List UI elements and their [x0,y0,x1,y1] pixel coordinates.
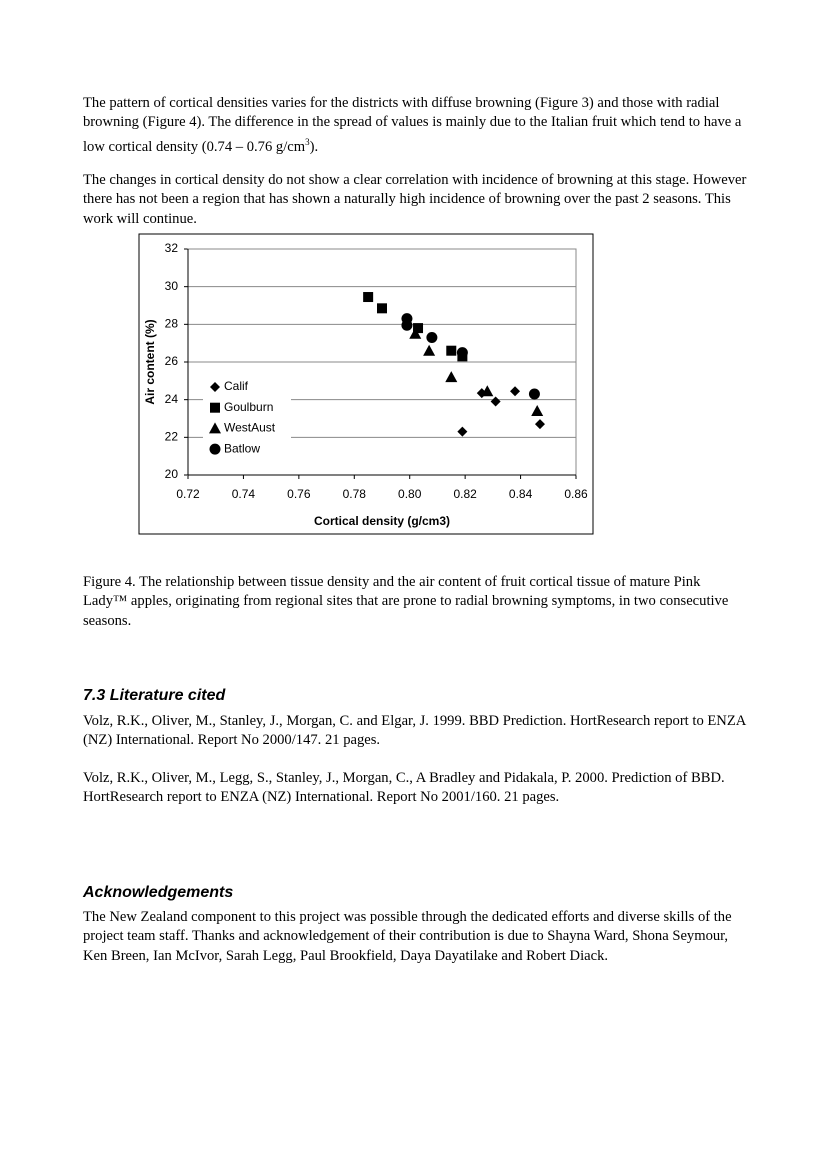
text: The pattern of cortical densities varies… [83,95,742,155]
marker [409,327,422,339]
marker [426,332,438,344]
chart: Cortical density (g/cm3) Air content (%)… [138,233,594,535]
x-tick-label: 0.84 [509,487,533,501]
x-tick-label: 0.80 [398,487,422,501]
y-tick-label: 30 [165,279,179,293]
marker [510,386,521,397]
marker [531,404,544,416]
marker [401,319,413,331]
y-tick-label: 28 [165,317,179,331]
paragraph: The New Zealand component to this projec… [83,909,732,964]
marker [209,443,221,455]
reference: Volz, R.K., Oliver, M., Stanley, J., Mor… [83,713,746,749]
marker [363,292,374,303]
legend-label: WestAust [224,421,276,435]
marker [481,385,494,397]
marker [528,388,540,400]
reference: Volz, R.K., Oliver, M., Legg, S., Stanle… [83,770,725,806]
paragraph: The changes in cortical density do not s… [83,172,747,227]
y-tick-label: 24 [165,392,179,406]
marker [446,345,457,356]
x-tick-label: 0.78 [343,487,367,501]
x-tick-label: 0.86 [564,487,588,501]
marker [445,371,458,383]
caption: Figure 4. The relationship between tissu… [83,574,729,629]
marker [377,303,387,314]
marker [457,426,468,437]
legend-label: Batlow [224,441,260,455]
paragraph: The pattern of cortical densities varies… [83,94,747,157]
marker [210,402,220,413]
legend-label: Calif [224,379,249,393]
heading: 7.3 Literature cited [83,687,226,704]
marker [209,422,221,434]
heading: Acknowledgements [83,884,234,901]
x-tick-label: 0.76 [287,487,311,501]
marker [534,419,545,430]
legend-label: Goulburn [224,400,273,414]
x-tick-label: 0.74 [232,487,256,501]
x-tick-label: 0.82 [453,487,477,501]
marker [210,382,220,392]
y-tick-label: 22 [165,430,179,444]
x-axis-label: Cortical density (g/cm3) [314,514,450,528]
marker [423,344,436,356]
y-axis-label: Air content (%) [143,319,157,404]
y-tick-label: 20 [165,467,179,481]
marker [490,396,501,407]
superscript: 3 [305,136,310,147]
marker [456,347,468,359]
marker [413,323,424,334]
text: ). [309,138,319,155]
x-tick-label: 0.72 [176,487,200,501]
y-tick-label: 32 [165,241,179,255]
y-tick-label: 26 [165,354,179,368]
